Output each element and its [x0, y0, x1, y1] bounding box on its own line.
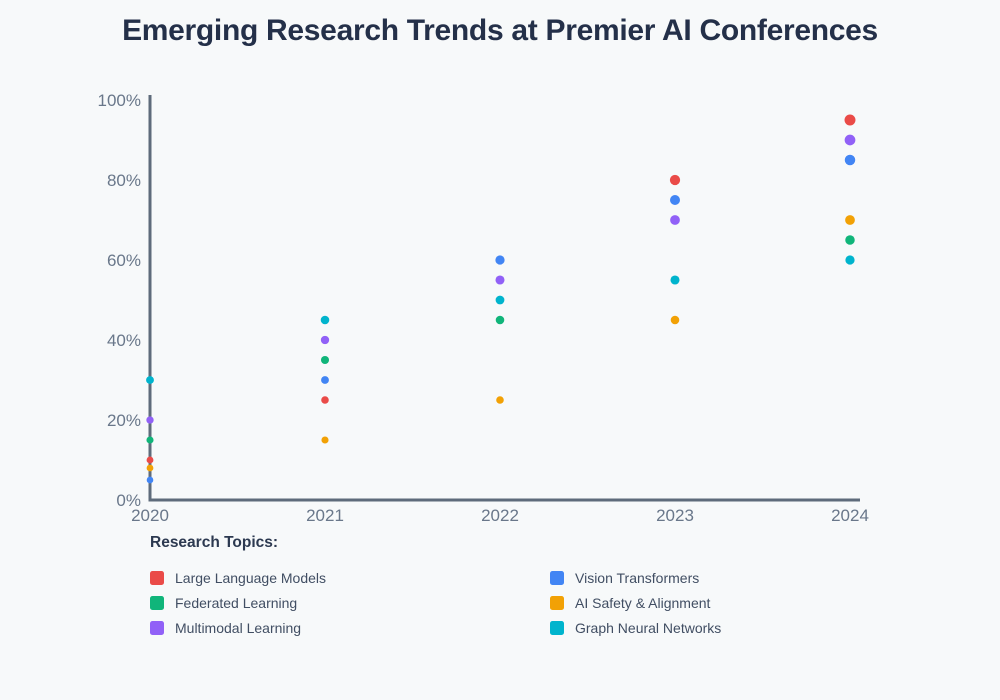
- legend-item: Multimodal Learning: [150, 616, 550, 641]
- data-point: [670, 195, 680, 205]
- x-tick-label: 2022: [481, 506, 519, 525]
- data-point: [320, 335, 330, 345]
- data-point: [146, 456, 154, 464]
- legend-swatch: [150, 596, 164, 611]
- data-point: [845, 235, 855, 245]
- data-point: [670, 315, 680, 325]
- legend-item: Vision Transformers: [550, 565, 950, 590]
- legend-swatch: [550, 621, 564, 636]
- data-point: [321, 396, 329, 404]
- y-tick-label: 80%: [107, 171, 141, 190]
- legend: Research Topics: Large Language Models Vi…: [150, 534, 950, 641]
- legend-item: Federated Learning: [150, 590, 550, 615]
- legend-label: Federated Learning: [175, 595, 298, 612]
- x-tick-label: 2023: [656, 506, 694, 525]
- data-point: [496, 396, 504, 404]
- legend-label: Graph Neural Networks: [575, 620, 722, 637]
- data-point: [670, 275, 680, 285]
- data-point: [844, 134, 856, 146]
- data-point: [670, 215, 680, 225]
- data-point: [669, 174, 681, 186]
- y-tick-label: 40%: [107, 331, 141, 350]
- legend-swatch: [150, 621, 164, 636]
- legend-grid: Large Language Models Vision Transformers…: [150, 565, 950, 641]
- data-point: [146, 436, 154, 444]
- data-point: [495, 255, 505, 265]
- legend-item: Large Language Models: [150, 565, 550, 590]
- legend-swatch: [550, 570, 564, 585]
- legend-label: Vision Transformers: [575, 569, 700, 586]
- x-tick-label: 2021: [306, 506, 344, 525]
- chart-title: Emerging Research Trends at Premier AI C…: [122, 14, 878, 47]
- scatter-plot: 0% 20% 40% 60% 80% 100% 2020 2021 2022 2023 2024: [98, 91, 869, 525]
- x-tick-label: 2020: [131, 506, 169, 525]
- x-tick-label: 2024: [831, 506, 869, 525]
- y-tick-label: 20%: [107, 411, 141, 430]
- data-point: [495, 315, 505, 325]
- data-point: [321, 436, 329, 444]
- legend-swatch: [150, 570, 164, 585]
- data-point: [845, 255, 855, 265]
- data-point: [146, 376, 154, 384]
- data-point: [844, 114, 856, 126]
- y-tick-label: 100%: [98, 91, 141, 110]
- legend-label: Multimodal Learning: [175, 620, 302, 637]
- data-point: [844, 154, 856, 166]
- data-point: [320, 315, 330, 325]
- data-point: [146, 416, 154, 424]
- legend-swatch: [550, 596, 564, 611]
- legend-label: AI Safety & Alignment: [575, 595, 711, 612]
- data-point: [146, 476, 154, 484]
- legend-item: AI Safety & Alignment: [550, 590, 950, 615]
- legend-item: Graph Neural Networks: [550, 616, 950, 641]
- data-point: [320, 355, 330, 365]
- data-point: [495, 275, 505, 285]
- data-point: [845, 215, 855, 225]
- legend-heading: Research Topics:: [150, 534, 279, 551]
- data-point: [495, 295, 505, 305]
- y-tick-label: 0%: [116, 491, 141, 510]
- legend-label: Large Language Models: [175, 569, 327, 586]
- data-point: [321, 376, 329, 384]
- data-point: [146, 464, 154, 472]
- y-tick-label: 60%: [107, 251, 141, 270]
